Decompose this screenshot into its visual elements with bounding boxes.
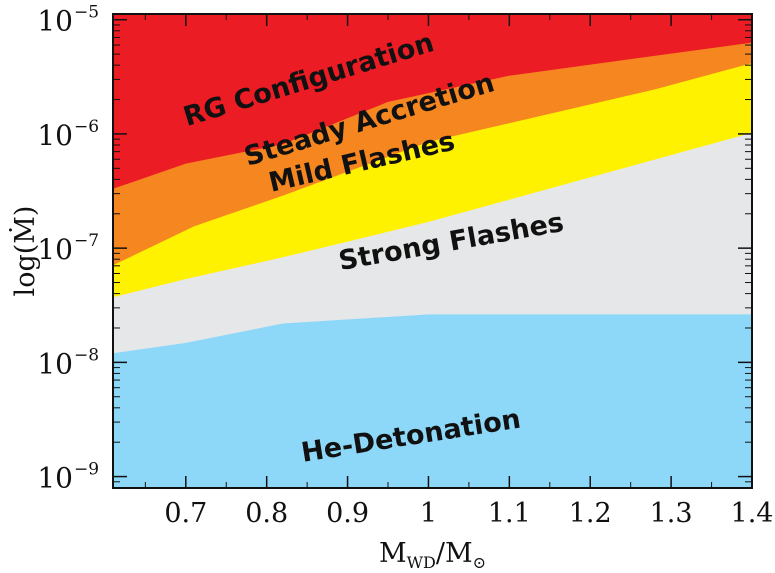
y-tick-exponent: −5 [74, 3, 99, 23]
y-tick-exponent: −7 [74, 231, 99, 251]
y-tick-exponent: −9 [74, 460, 99, 480]
y-axis-ticks: 10−510−610−710−810−9 [37, 3, 752, 495]
y-tick-exponent: −6 [74, 117, 99, 137]
x-axis-label: MWD/M⊙ [379, 538, 486, 572]
x-tick-label: 1 [420, 498, 437, 529]
plot-frame [112, 13, 753, 489]
x-axis-ticks: 0.7 0.8 0.9 1 1.1 1.2 1.3 1.4 [144, 14, 774, 529]
x-tick-label: 1.4 [731, 498, 774, 529]
x-tick-label: 0.8 [245, 498, 288, 529]
y-tick-label: 10 [37, 233, 73, 266]
region-he-detonation [113, 314, 752, 488]
y-tick-label: 10 [37, 5, 73, 38]
x-tick-label: 1.1 [488, 498, 531, 529]
region-areas [113, 14, 752, 489]
y-tick-exponent: −8 [74, 345, 99, 365]
y-tick-label: 10 [37, 462, 73, 495]
x-tick-label: 1.3 [650, 498, 693, 529]
x-tick-label: 0.7 [164, 498, 207, 529]
x-tick-label: 1.2 [569, 498, 612, 529]
y-tick-label: 10 [37, 119, 73, 152]
y-tick-label: 10 [37, 347, 73, 380]
y-axis-label: log(Ṁ) [8, 206, 41, 297]
x-tick-label: 0.9 [326, 498, 369, 529]
